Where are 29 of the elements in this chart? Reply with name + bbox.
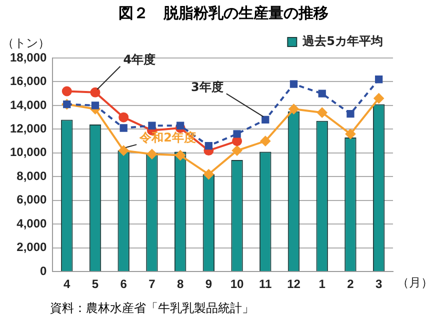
x-tick-label: 6: [120, 277, 128, 292]
text: 4年度: [123, 52, 156, 67]
x-tick-label: 1: [318, 277, 326, 292]
x-tick-label: 7: [148, 277, 156, 292]
x-tick-label: 10: [230, 277, 244, 292]
text: 資料：農林水産省「牛乳乳製品統計」: [49, 300, 255, 317]
y-tick-label: 6,000: [16, 192, 48, 207]
y-tick-label: 18,000: [10, 50, 48, 64]
y-tick-label: 12,000: [10, 122, 48, 136]
x-tick-label: 4: [64, 277, 71, 292]
y-tick-label: 14,000: [10, 98, 48, 112]
y-tick-label: 10,000: [10, 145, 48, 160]
x-tick-label: 8: [176, 277, 184, 292]
y-axis-title: （トン）: [2, 36, 50, 50]
text: 3年度: [191, 80, 224, 94]
y-tick-label: 4,000: [16, 216, 48, 230]
x-axis-title: （月）: [397, 276, 427, 290]
x-tick-label: 9: [205, 277, 212, 292]
legend-label: 過去5カ年平均: [302, 34, 384, 48]
y-tick-label: 2,000: [16, 240, 48, 254]
x-tick-label: 11: [259, 277, 272, 292]
x-tick-label: 12: [287, 277, 301, 292]
chart-title: 図２ 脱脂粉乳の生産量の推移: [118, 3, 330, 24]
x-tick-label: 3: [375, 277, 382, 292]
y-tick-label: 0: [40, 264, 48, 278]
x-tick-label: 5: [92, 277, 99, 292]
y-tick-label: 16,000: [10, 74, 48, 88]
y-tick-label: 8,000: [16, 168, 48, 183]
x-tick-label: 2: [347, 277, 354, 292]
